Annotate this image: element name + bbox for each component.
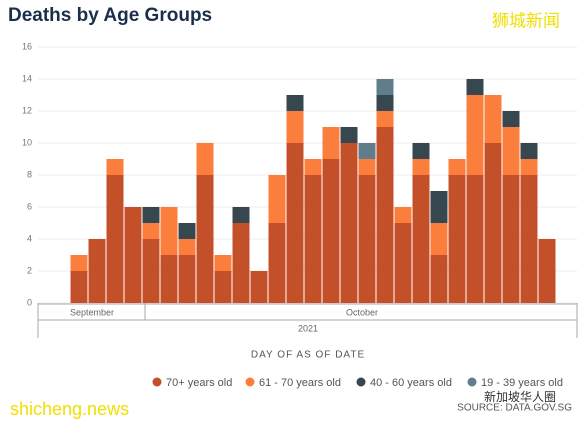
chart-title: Deaths by Age Groups: [8, 5, 212, 26]
y-tick-label: 10: [22, 137, 32, 147]
legend-label: 61 - 70 years old: [259, 377, 341, 389]
bar-segment: [376, 127, 394, 303]
bar-segment: [196, 175, 214, 303]
bar-segment: [178, 239, 196, 255]
x-group-label: September: [70, 307, 114, 317]
legend-marker: [152, 377, 162, 387]
bar-segment: [502, 111, 520, 127]
bar-segment: [142, 207, 160, 223]
legend-marker: [245, 377, 255, 387]
y-tick-label: 6: [27, 201, 32, 211]
bar-segment: [358, 143, 376, 159]
bar-segment: [448, 175, 466, 303]
bar-segment: [538, 239, 556, 303]
bar-segment: [448, 159, 466, 175]
bar-segment: [520, 143, 538, 159]
source: SOURCE: DATA.GOV.SG: [457, 403, 572, 414]
bar-segment: [430, 223, 448, 255]
y-tick-label: 16: [22, 41, 32, 51]
bar-segment: [412, 159, 430, 175]
bar-segment: [484, 143, 502, 303]
y-tick-label: 14: [22, 73, 32, 83]
x-year-label: 2021: [298, 323, 318, 333]
bar-segment: [376, 111, 394, 127]
bar-segment: [340, 127, 358, 143]
bar-segment: [520, 159, 538, 175]
bar-segment: [466, 79, 484, 95]
bar-segment: [106, 175, 124, 303]
y-tick-label: 0: [27, 297, 32, 307]
bar-segment: [412, 175, 430, 303]
bar-segment: [466, 95, 484, 175]
bar-segment: [160, 255, 178, 303]
x-axis-label: DAY OF AS OF DATE: [251, 350, 365, 361]
legend-marker: [356, 377, 366, 387]
bar-segment: [430, 255, 448, 303]
bar-segment: [304, 175, 322, 303]
bar-segment: [484, 95, 502, 143]
bar-segment: [430, 191, 448, 223]
bar-segment: [340, 143, 358, 303]
watermark: 狮城新闻: [492, 11, 560, 30]
bar-segment: [250, 271, 268, 303]
bar-segment: [394, 207, 412, 223]
bar-segment: [214, 255, 232, 271]
y-tick-label: 8: [27, 169, 32, 179]
bar-segment: [268, 175, 286, 223]
watermark: shicheng.news: [10, 399, 129, 419]
legend-label: 70+ years old: [166, 377, 232, 389]
bar-segment: [214, 271, 232, 303]
bar-segment: [88, 239, 106, 303]
bar-segment: [142, 239, 160, 303]
y-tick-label: 12: [22, 105, 32, 115]
bar-segment: [160, 207, 178, 255]
bar-segment: [124, 207, 142, 303]
bar-segment: [304, 159, 322, 175]
bar-segment: [106, 159, 124, 175]
bar-segment: [358, 175, 376, 303]
bar-segment: [70, 255, 88, 271]
bar-segment: [286, 143, 304, 303]
bar-segment: [502, 127, 520, 175]
legend-marker: [467, 377, 477, 387]
bar-segment: [376, 79, 394, 95]
bar-segment: [520, 175, 538, 303]
bar-segment: [178, 255, 196, 303]
bar-segment: [322, 127, 340, 159]
bar-segment: [412, 143, 430, 159]
bar-segment: [376, 95, 394, 111]
bar-segment: [394, 223, 412, 303]
bar-segment: [70, 271, 88, 303]
bar-segment: [196, 143, 214, 175]
bar-segment: [178, 223, 196, 239]
bar-segment: [286, 95, 304, 111]
bar-segment: [268, 223, 286, 303]
bar-segment: [322, 159, 340, 303]
bar-segment: [466, 175, 484, 303]
x-group-label: October: [346, 307, 378, 317]
legend-label: 40 - 60 years old: [370, 377, 452, 389]
y-tick-label: 2: [27, 265, 32, 275]
bar-segment: [502, 175, 520, 303]
bar-segment: [142, 223, 160, 239]
y-tick-label: 4: [27, 233, 32, 243]
watermark: 新加坡华人圈: [484, 389, 556, 404]
bar-segment: [358, 159, 376, 175]
bar-segment: [232, 223, 250, 303]
bar-segment: [286, 111, 304, 143]
bar-segment: [232, 207, 250, 223]
legend-label: 19 - 39 years old: [481, 377, 563, 389]
